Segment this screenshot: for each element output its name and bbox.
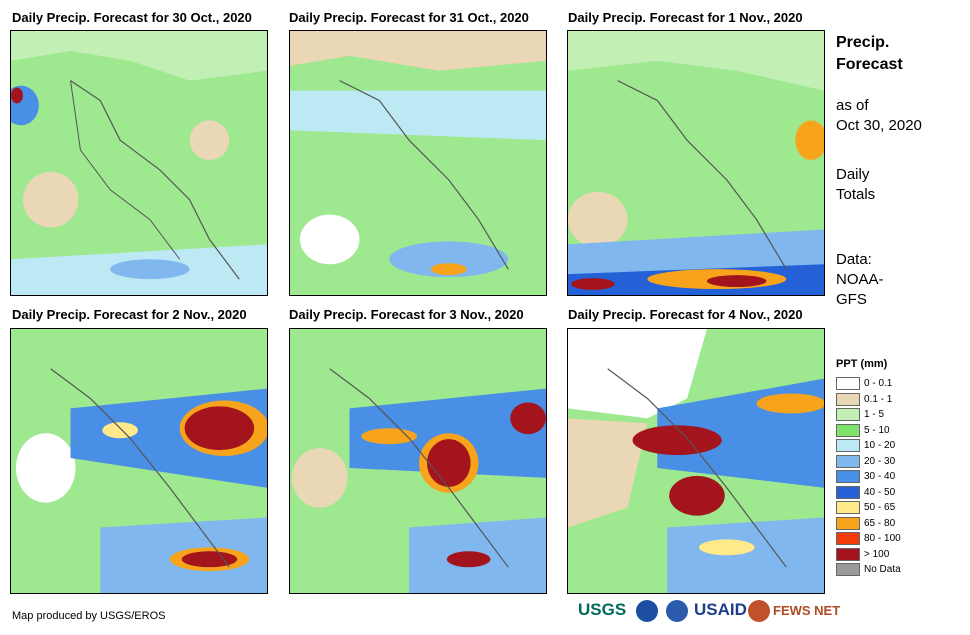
legend-item: 0.1 - 1 <box>836 392 901 408</box>
legend-label: 65 - 80 <box>864 517 896 529</box>
legend-label: 10 - 20 <box>864 440 896 452</box>
legend-swatch <box>836 423 860 437</box>
noaa-logo-icon <box>636 600 658 622</box>
forecast-map-3 <box>567 30 825 296</box>
legend-swatch <box>836 563 860 577</box>
asof-line2: Oct 30, 2020 <box>836 117 922 134</box>
legend-label: 0.1 - 1 <box>864 393 893 405</box>
sidebar-title-line1: Precip. <box>836 34 890 51</box>
map-graphic-6 <box>568 329 824 593</box>
legend-item: 10 - 20 <box>836 438 901 454</box>
totals-line2: Totals <box>836 186 876 203</box>
legend-label: > 100 <box>864 548 890 560</box>
fewsnet-globe-icon <box>748 600 770 622</box>
panel-title-4: Daily Precip. Forecast for 2 Nov., 2020 <box>12 307 247 322</box>
legend-item: 30 - 40 <box>836 469 901 485</box>
legend-label: 1 - 5 <box>864 409 885 421</box>
legend-item: 80 - 100 <box>836 531 901 547</box>
legend-swatch <box>836 470 860 484</box>
forecast-map-1 <box>10 30 268 296</box>
legend-swatch <box>836 547 860 561</box>
legend-swatch <box>836 439 860 453</box>
legend-item: 20 - 30 <box>836 454 901 470</box>
legend-swatch <box>836 377 860 391</box>
data-line2: NOAA- <box>836 271 884 288</box>
usaid-seal-icon <box>666 600 688 622</box>
sidebar-title: Precip. Forecast <box>836 32 903 76</box>
legend-item: 1 - 5 <box>836 407 901 423</box>
legend-title: PPT (mm) <box>836 358 888 370</box>
legend-swatch <box>836 392 860 406</box>
legend-swatch <box>836 408 860 422</box>
forecast-map-2 <box>289 30 547 296</box>
legend-label: 40 - 50 <box>864 486 896 498</box>
usaid-logo: USAID <box>694 600 747 619</box>
panel-title-6: Daily Precip. Forecast for 4 Nov., 2020 <box>568 307 803 322</box>
legend-label: 20 - 30 <box>864 455 896 467</box>
forecast-map-6 <box>567 328 825 594</box>
map-graphic-3 <box>568 31 824 295</box>
sidebar-asof: as of Oct 30, 2020 <box>836 96 922 136</box>
map-graphic-4 <box>11 329 267 593</box>
forecast-map-4 <box>10 328 268 594</box>
map-graphic-2 <box>290 31 546 295</box>
forecast-map-5 <box>289 328 547 594</box>
legend-swatch <box>836 485 860 499</box>
legend-label: 50 - 65 <box>864 502 896 514</box>
map-credit: Map produced by USGS/EROS <box>12 610 166 622</box>
legend-label: No Data <box>864 564 901 576</box>
legend-swatch <box>836 454 860 468</box>
panel-title-2: Daily Precip. Forecast for 31 Oct., 2020 <box>289 10 529 25</box>
data-line3: GFS <box>836 291 867 308</box>
legend-label: 30 - 40 <box>864 471 896 483</box>
legend-item: 50 - 65 <box>836 500 901 516</box>
sidebar-totals: Daily Totals <box>836 165 875 205</box>
map-graphic-1 <box>11 31 267 295</box>
legend-label: 80 - 100 <box>864 533 901 545</box>
legend-item: > 100 <box>836 547 901 563</box>
data-line1: Data: <box>836 251 872 268</box>
panel-title-5: Daily Precip. Forecast for 3 Nov., 2020 <box>289 307 524 322</box>
legend-item: 65 - 80 <box>836 516 901 532</box>
totals-line1: Daily <box>836 166 870 183</box>
panel-title-3: Daily Precip. Forecast for 1 Nov., 2020 <box>568 10 803 25</box>
legend-item: 40 - 50 <box>836 485 901 501</box>
panel-title-1: Daily Precip. Forecast for 30 Oct., 2020 <box>12 10 252 25</box>
legend-label: 5 - 10 <box>864 424 890 436</box>
legend-item: 0 - 0.1 <box>836 376 901 392</box>
asof-line1: as of <box>836 97 869 114</box>
legend-item: 5 - 10 <box>836 423 901 439</box>
legend-item: No Data <box>836 562 901 578</box>
legend-swatch <box>836 532 860 546</box>
map-graphic-5 <box>290 329 546 593</box>
usgs-logo: USGS <box>578 600 627 619</box>
fewsnet-logo: FEWS NET <box>773 603 841 618</box>
legend-swatch <box>836 516 860 530</box>
sidebar-title-line2: Forecast <box>836 56 903 73</box>
legend-label: 0 - 0.1 <box>864 378 893 390</box>
legend: 0 - 0.1 0.1 - 1 1 - 5 5 - 10 10 - 20 20 … <box>836 376 901 578</box>
sidebar-data-source: Data: NOAA- GFS <box>836 250 884 310</box>
legend-swatch <box>836 501 860 515</box>
